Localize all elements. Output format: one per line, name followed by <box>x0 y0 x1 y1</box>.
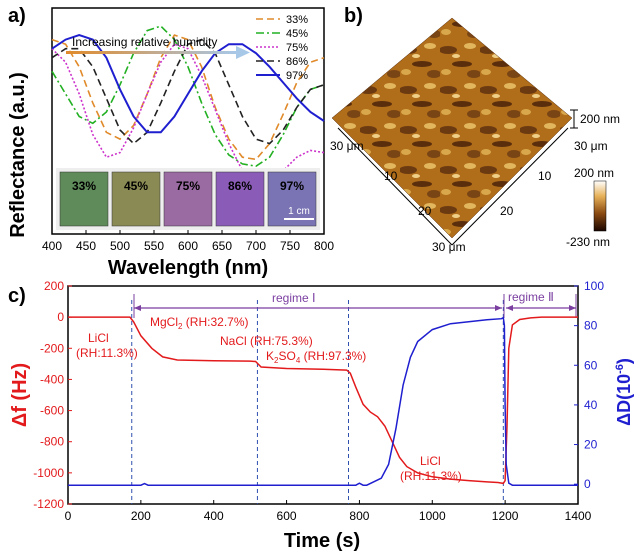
annot-licl-start-1: LiCl <box>88 331 109 345</box>
swatch-label: 33% <box>72 179 96 193</box>
a-xtick-label: 650 <box>212 239 232 253</box>
panel-a-ylabel: Reflectance (a.u.) <box>7 72 29 238</box>
a-series-33pct <box>51 34 325 161</box>
c-ytick-left-label: 200 <box>44 279 64 293</box>
panel-c-xlabel: Time (s) <box>284 530 360 552</box>
afm-z-label: 200 nm <box>580 112 620 126</box>
panel-a-letter: a) <box>8 5 26 27</box>
swatch-97pct <box>267 171 317 227</box>
c-xtick-label: 0 <box>65 509 72 523</box>
annot-nacl: NaCl (RH:75.3%) <box>220 334 313 348</box>
c-ytick-left-label: -1200 <box>33 497 64 511</box>
swatch-86pct <box>215 171 265 227</box>
c-xtick-label: 400 <box>204 509 224 523</box>
c-series-dd <box>68 316 578 486</box>
annot-licl-start-2: (RH:11.3%) <box>76 346 138 360</box>
panel-c-frame <box>67 285 579 505</box>
c-xtick-label: 1200 <box>492 509 519 523</box>
afm-right-tick-10: 10 <box>538 169 552 183</box>
regime-2-label: regime Ⅱ <box>508 290 554 304</box>
humidity-arrow-label: Increasing relative humidity <box>72 35 217 49</box>
scale-bar-label: 1 cm <box>288 206 310 217</box>
afm-axis-left <box>337 127 453 246</box>
c-ytick-left-label: -1000 <box>33 466 64 480</box>
afm-axis-right <box>451 127 569 246</box>
afm-bottom-label: 30 μm <box>432 240 466 254</box>
swatch-label: 86% <box>228 179 252 193</box>
c-ytick-right-label: 0 <box>584 477 591 491</box>
c-ytick-left-label: -600 <box>40 404 64 418</box>
c-ytick-right-label: 80 <box>584 319 598 333</box>
color-swatches: 33% 45% 75% 86% 97% <box>59 171 317 227</box>
afm-left-tick-10: 10 <box>384 169 398 183</box>
c-ytick-right-label: 60 <box>584 358 598 372</box>
a-xtick-label: 400 <box>42 239 62 253</box>
c-ytick-left-label: -400 <box>40 372 64 386</box>
swatch-label: 45% <box>124 179 148 193</box>
afm-colorbar-min: -230 nm <box>566 235 610 249</box>
annot-licl-end-1: LiCl <box>420 454 441 468</box>
afm-colorbar <box>593 180 607 232</box>
panel-c-ticks: 0 200 400 600 800 1000 1200 14002000-200-400-60… <box>33 279 604 523</box>
panel-c-vertical-markers <box>131 300 504 504</box>
a-xtick-label: 700 <box>246 239 266 253</box>
afm-colorbar-max: 200 nm <box>574 166 614 180</box>
c-ytick-left-label: 0 <box>57 310 64 324</box>
panel-c-ylabel-right: ΔD(10-6) <box>614 358 634 426</box>
c-xtick-label: 1400 <box>565 509 592 523</box>
c-ytick-right-label: 20 <box>584 438 598 452</box>
swatch-45pct <box>111 171 161 227</box>
a-xtick-label: 550 <box>144 239 164 253</box>
c-xtick-label: 800 <box>349 509 369 523</box>
panel-a-legend: 33% 45% 75% 86% 97% <box>256 14 308 82</box>
annot-mgcl2: MgCl2 (RH:32.7%) <box>150 315 249 331</box>
panel-c-curves <box>68 316 578 486</box>
a-xtick-label: 450 <box>76 239 96 253</box>
a-series-45pct <box>51 25 325 168</box>
c-xtick-label: 200 <box>131 509 151 523</box>
panel-a-ticks: 400 450 500 550 600 650 700 750 800 <box>42 230 334 253</box>
a-legend-label: 75% <box>286 42 308 54</box>
humidity-arrow <box>66 46 250 59</box>
a-legend-label: 97% <box>286 70 308 82</box>
regime-1-label: regime Ⅰ <box>272 291 316 305</box>
swatch-label: 97% <box>280 179 304 193</box>
panel-a-curves <box>51 25 325 186</box>
panel-a-xlabel: Wavelength (nm) <box>108 257 268 279</box>
a-legend-label: 86% <box>286 56 308 68</box>
swatch-label: 75% <box>176 179 200 193</box>
a-series-86pct <box>51 38 325 145</box>
swatch-33pct <box>59 171 109 227</box>
regime-arrows <box>133 294 577 318</box>
a-xtick-label: 750 <box>280 239 300 253</box>
annot-k2so4: K2SO4 (RH:97.3%) <box>266 349 366 365</box>
afm-left-top-label: 30 μm <box>330 139 364 153</box>
c-ytick-left-label: -800 <box>40 435 64 449</box>
a-xtick-label: 800 <box>314 239 334 253</box>
annot-licl-end-2: (RH:11.3%) <box>400 469 462 483</box>
panel-c-ylabel-left: Δf (Hz) <box>9 363 31 427</box>
a-legend-label: 33% <box>286 14 308 26</box>
c-xtick-label: 600 <box>277 509 297 523</box>
swatch-75pct <box>163 171 213 227</box>
a-xtick-label: 600 <box>178 239 198 253</box>
panel-b-letter: b) <box>344 5 363 27</box>
afm-surface <box>331 17 573 239</box>
a-xtick-label: 500 <box>110 239 130 253</box>
panel-c-letter: c) <box>8 285 26 307</box>
a-legend-label: 45% <box>286 28 308 40</box>
afm-right-tick-20: 20 <box>500 204 514 218</box>
afm-left-tick-20: 20 <box>418 204 432 218</box>
c-ytick-right-label: 100 <box>584 279 604 293</box>
a-series-97pct <box>51 34 325 134</box>
afm-right-top-label: 30 μm <box>574 139 608 153</box>
c-xtick-label: 1000 <box>419 509 446 523</box>
c-ytick-left-label: -200 <box>40 341 64 355</box>
c-ytick-right-label: 40 <box>584 398 598 412</box>
